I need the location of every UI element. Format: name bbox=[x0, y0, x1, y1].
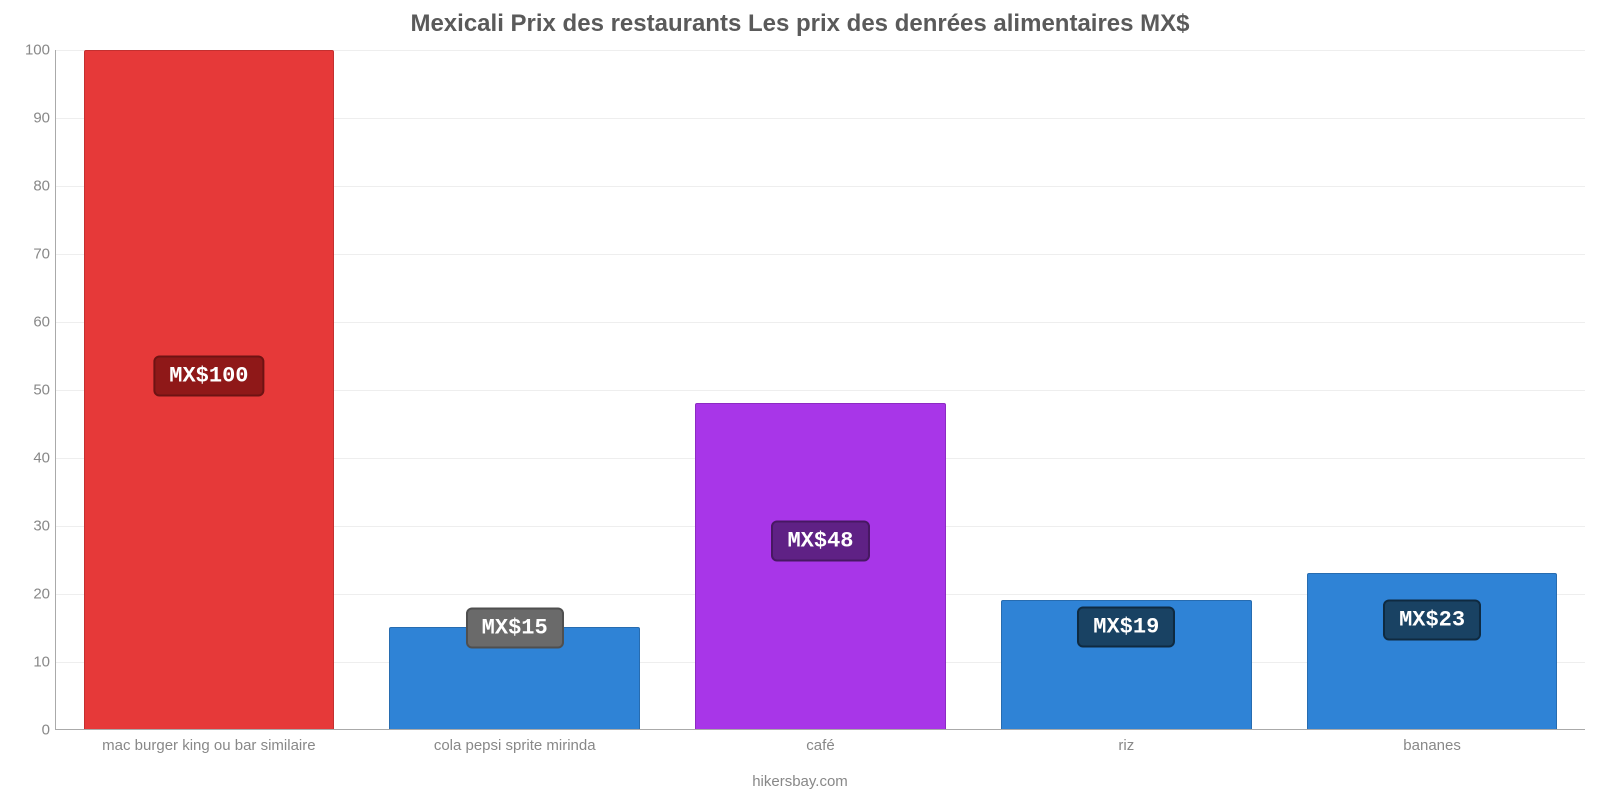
value-badge: MX$100 bbox=[153, 356, 264, 397]
bar: MX$15 bbox=[389, 627, 640, 729]
bar-slot: MX$48café bbox=[668, 50, 974, 729]
plot-area: MX$100mac burger king ou bar similaireMX… bbox=[55, 50, 1585, 730]
bar: MX$19 bbox=[1001, 600, 1252, 729]
ytick-label: 60 bbox=[33, 314, 50, 331]
bar-chart: Mexicali Prix des restaurants Les prix d… bbox=[0, 0, 1600, 800]
ytick-label: 50 bbox=[33, 382, 50, 399]
bar-slot: MX$23bananes bbox=[1279, 50, 1585, 729]
xtick-label: bananes bbox=[1403, 737, 1461, 754]
bar: MX$48 bbox=[695, 403, 946, 729]
bar: MX$23 bbox=[1307, 573, 1558, 729]
chart-caption: hikersbay.com bbox=[0, 773, 1600, 790]
value-badge: MX$15 bbox=[466, 608, 564, 649]
ytick-label: 0 bbox=[42, 722, 50, 739]
value-badge: MX$19 bbox=[1077, 606, 1175, 647]
ytick-label: 10 bbox=[33, 654, 50, 671]
xtick-label: mac burger king ou bar similaire bbox=[102, 737, 315, 754]
bar-slot: MX$19riz bbox=[973, 50, 1279, 729]
ytick-label: 40 bbox=[33, 450, 50, 467]
xtick-label: café bbox=[806, 737, 834, 754]
bar-slot: MX$15cola pepsi sprite mirinda bbox=[362, 50, 668, 729]
ytick-label: 70 bbox=[33, 246, 50, 263]
ytick-label: 90 bbox=[33, 110, 50, 127]
ytick-label: 20 bbox=[33, 586, 50, 603]
value-badge: MX$23 bbox=[1383, 600, 1481, 641]
value-badge: MX$48 bbox=[771, 520, 869, 561]
ytick-label: 100 bbox=[25, 42, 50, 59]
xtick-label: cola pepsi sprite mirinda bbox=[434, 737, 596, 754]
bar: MX$100 bbox=[84, 50, 335, 729]
chart-title: Mexicali Prix des restaurants Les prix d… bbox=[0, 10, 1600, 38]
ytick-label: 30 bbox=[33, 518, 50, 535]
bars-container: MX$100mac burger king ou bar similaireMX… bbox=[56, 50, 1585, 729]
ytick-label: 80 bbox=[33, 178, 50, 195]
bar-slot: MX$100mac burger king ou bar similaire bbox=[56, 50, 362, 729]
xtick-label: riz bbox=[1118, 737, 1134, 754]
